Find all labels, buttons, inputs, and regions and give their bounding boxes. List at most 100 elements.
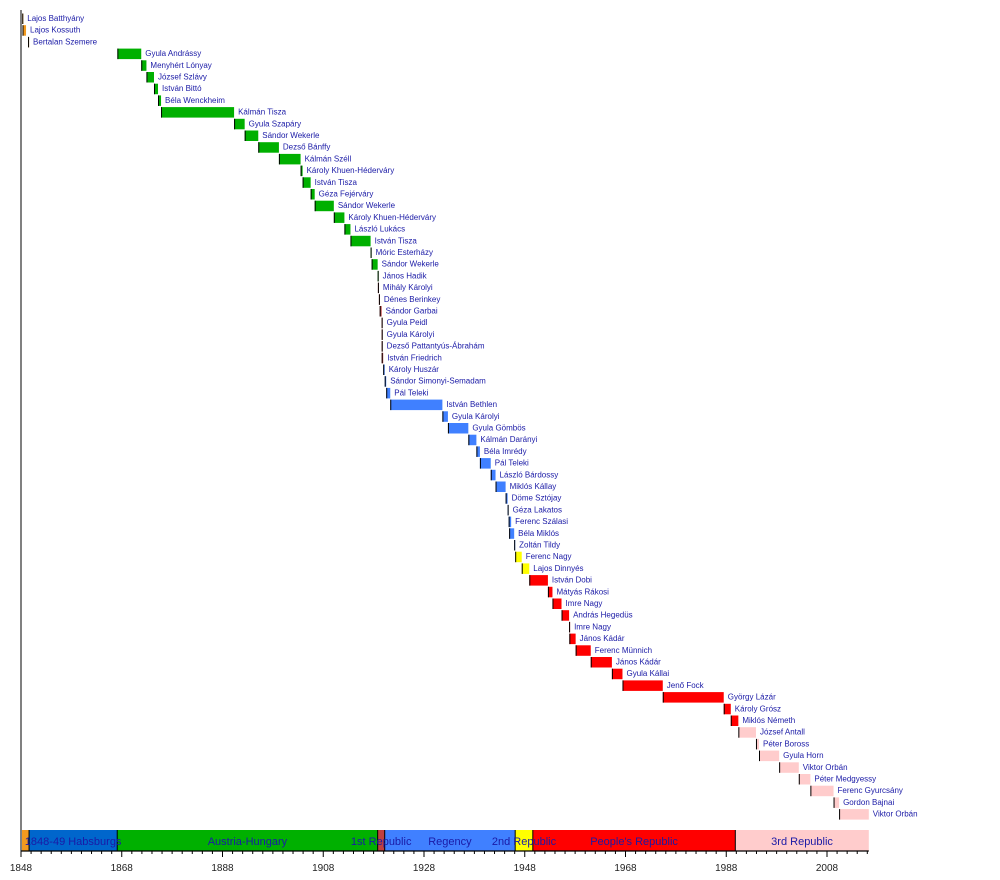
term-bar <box>508 516 512 528</box>
pm-label: Sándor Garbai <box>386 307 438 316</box>
term-bar <box>575 645 591 656</box>
term-bar <box>839 809 869 820</box>
pm-label: Károly Khuen-Héderváry <box>307 166 395 175</box>
era-band <box>532 830 736 851</box>
term-bar <box>779 762 799 773</box>
pm-label: Géza Lakatos <box>513 505 562 514</box>
term-bar <box>371 259 378 270</box>
term-bar <box>547 586 553 598</box>
pm-label: Péter Medgyessy <box>814 775 876 784</box>
era-band <box>735 830 869 851</box>
pm-label: Béla Miklós <box>518 529 559 538</box>
pm-label: János Kádár <box>580 634 625 643</box>
pm-label: Sándor Wekerle <box>382 260 440 269</box>
pm-label: Ferenc Gyurcsány <box>838 786 903 795</box>
term-bar <box>234 118 245 130</box>
term-bar <box>344 224 351 235</box>
term-bar <box>158 95 162 106</box>
term-bar <box>509 528 515 539</box>
pm-label: István Dobi <box>552 576 592 585</box>
pm-label: Lajos Batthyány <box>27 14 84 23</box>
term-bar <box>258 142 279 153</box>
term-bar <box>495 481 506 492</box>
pm-label: Döme Sztójay <box>512 494 562 503</box>
era-band <box>377 830 385 851</box>
pm-label: István Tisza <box>375 236 418 245</box>
term-bar <box>141 60 147 71</box>
era-band <box>515 830 533 851</box>
pm-label: István Tisza <box>315 178 358 187</box>
pm-label: József Antall <box>760 728 805 737</box>
pm-label: Viktor Orbán <box>803 763 848 772</box>
term-bar <box>350 235 371 247</box>
era-band <box>29 830 118 851</box>
pm-label: Béla Wenckheim <box>165 96 225 105</box>
pm-label: Miklós Németh <box>742 716 795 725</box>
pm-label: Dezső Bánffy <box>283 143 330 152</box>
term-bar <box>278 153 301 165</box>
pm-label: János Kádár <box>616 658 661 667</box>
era-label: People's Republic <box>590 836 678 848</box>
pm-label: Gyula Gömbös <box>472 424 525 433</box>
term-bar <box>738 727 756 738</box>
pm-label: Zoltán Tildy <box>519 541 560 550</box>
pm-label: Kálmán Széll <box>305 154 352 163</box>
pm-label: József Szlávy <box>158 73 207 82</box>
era-label: 2nd Republic <box>492 836 557 848</box>
pm-label: Károly Khuen-Héderváry <box>348 213 436 222</box>
pm-label: István Friedrich <box>387 353 442 362</box>
pm-label: Gyula Károlyi <box>387 330 435 339</box>
term-bar <box>390 399 443 411</box>
pm-label: Gyula Szapáry <box>249 119 301 128</box>
pm-label: Béla Imrédy <box>484 447 527 456</box>
pm-label: Gyula Peidl <box>387 318 428 327</box>
x-tick-label: 1848 <box>10 863 33 874</box>
pm-label: János Hadik <box>383 271 428 280</box>
term-bar <box>810 785 834 797</box>
term-bar <box>22 25 27 36</box>
pm-label: Pál Teleki <box>394 388 428 397</box>
era-band <box>384 830 516 851</box>
term-bar <box>244 130 259 141</box>
era-label: 3rd Republic <box>771 836 833 848</box>
pm-label: Jenő Fock <box>667 681 705 690</box>
pm-label: György Lázár <box>728 693 776 702</box>
term-bar <box>758 750 780 762</box>
pm-label: Mátyás Rákosi <box>556 587 609 596</box>
x-tick-label: 1988 <box>715 863 738 874</box>
pm-label: Imre Nagy <box>566 599 603 608</box>
term-bar <box>561 610 570 621</box>
era-band <box>117 830 378 851</box>
era-band <box>22 830 30 851</box>
pm-label: Sándor Wekerle <box>338 201 396 210</box>
pm-label: Péter Boross <box>763 739 809 748</box>
pm-label: Gyula Horn <box>783 751 823 760</box>
term-bar <box>479 458 491 469</box>
term-bar <box>833 797 840 808</box>
term-bar <box>798 774 811 785</box>
pm-label: Mihály Károlyi <box>383 283 433 292</box>
x-tick-label: 2008 <box>816 863 839 874</box>
term-bar <box>552 598 562 609</box>
x-tick-label: 1888 <box>211 863 234 874</box>
pm-label: Károly Grósz <box>735 704 781 713</box>
term-bar <box>590 657 612 668</box>
era-label: 1848-49 Habsburgs <box>25 836 122 848</box>
pm-label: Ferenc Münnich <box>595 646 652 655</box>
pm-label: István Bittó <box>162 84 202 93</box>
era-label: Regency <box>428 836 472 848</box>
term-bar <box>302 177 311 188</box>
term-bar <box>310 189 315 200</box>
term-bar <box>490 469 496 481</box>
pm-label: Dezső Pattantyús-Ábrahám <box>387 342 485 351</box>
x-tick-label: 1928 <box>413 863 436 874</box>
pm-label: Károly Huszár <box>389 365 440 374</box>
pm-label: Lajos Kossuth <box>30 26 80 35</box>
term-bar <box>300 165 303 177</box>
term-bar <box>755 738 759 750</box>
pm-label: Dénes Berinkey <box>384 295 440 304</box>
pm-label: Bertalan Szemere <box>33 37 98 46</box>
term-bar <box>117 48 142 60</box>
term-bar <box>476 446 480 457</box>
x-tick-label: 1948 <box>514 863 537 874</box>
